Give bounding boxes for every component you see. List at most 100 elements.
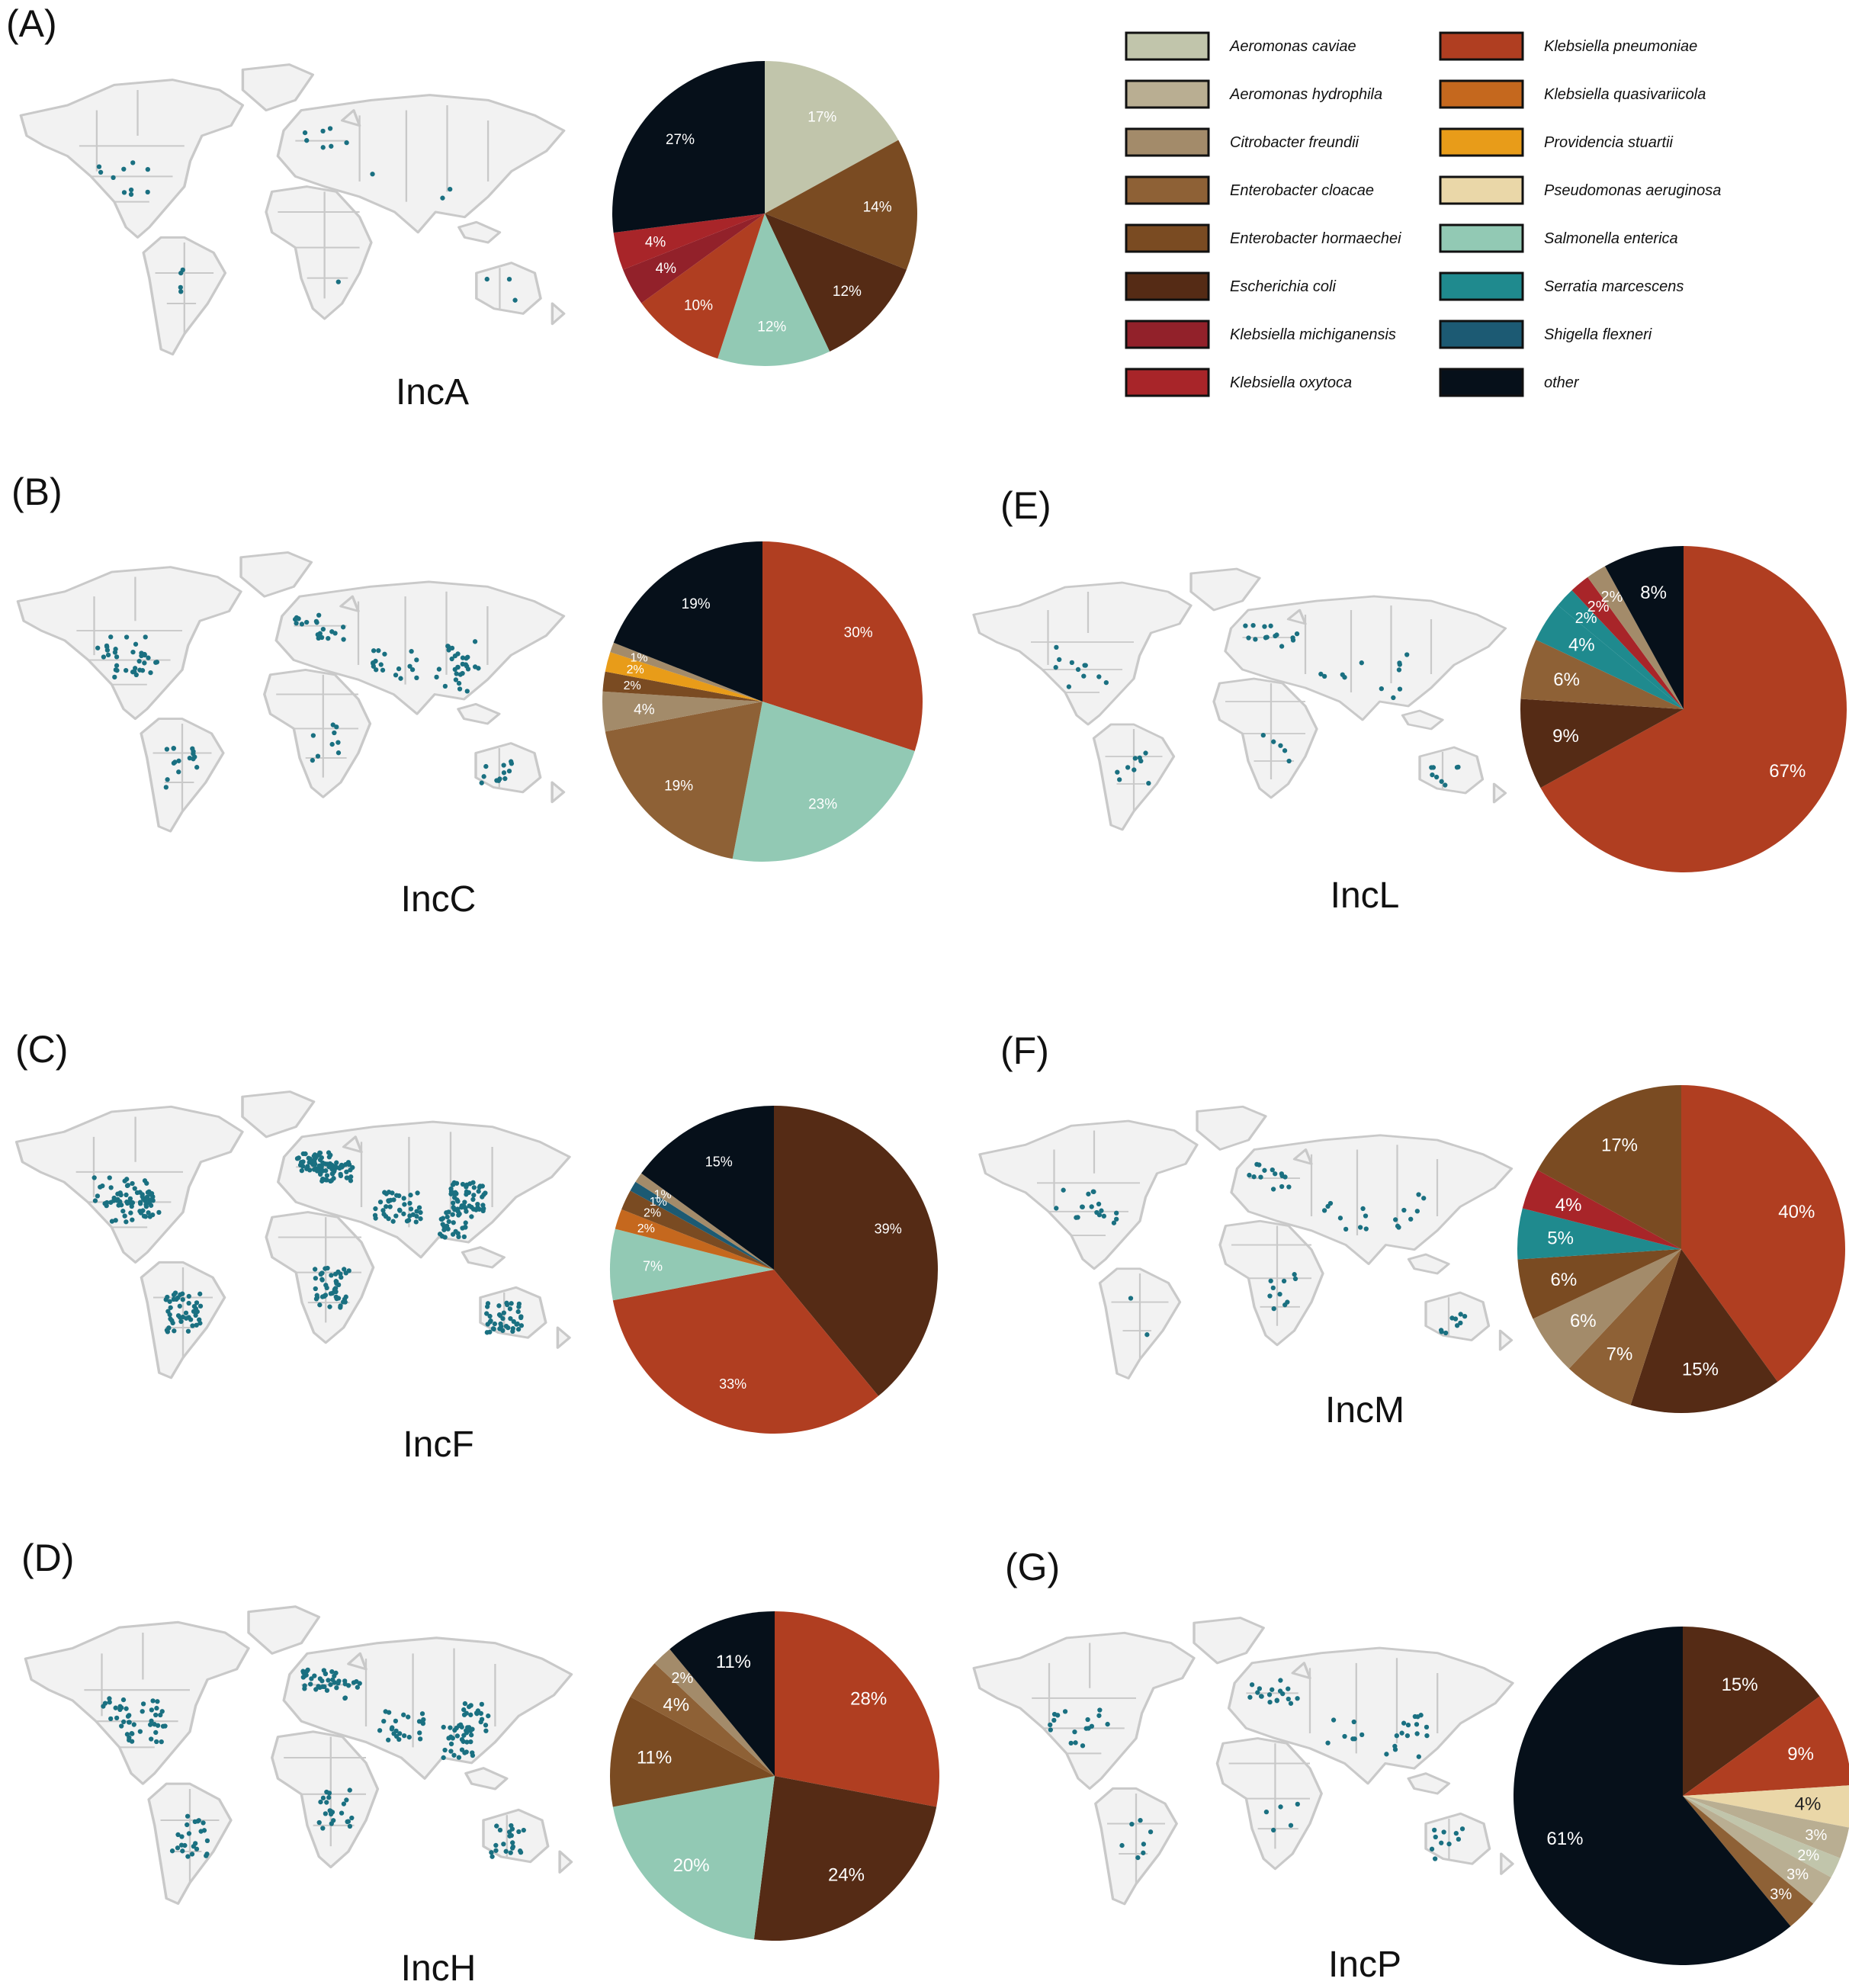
sample-dot (448, 1725, 453, 1730)
sample-dot (118, 1192, 124, 1198)
legend-swatch (1439, 31, 1524, 61)
sample-dot (334, 1280, 339, 1286)
sample-dot (452, 1727, 457, 1733)
sample-dot (342, 1299, 348, 1305)
pie-slice-label: 3% (1770, 1887, 1792, 1903)
sample-dot (414, 675, 419, 681)
sample-dot (1266, 1692, 1273, 1697)
sample-dot (121, 190, 127, 195)
sample-dot (396, 1736, 402, 1742)
sample-dot (185, 1822, 190, 1828)
sample-dot (144, 1194, 150, 1200)
legend-swatch (1439, 223, 1524, 253)
sample-dot (1270, 1167, 1275, 1173)
pie-slice-label: 27% (666, 132, 695, 148)
sample-dot (1295, 1696, 1300, 1701)
sample-dot (1257, 1686, 1263, 1691)
sample-dot (193, 1312, 198, 1318)
sample-dot (1416, 1192, 1421, 1197)
sample-dot (1394, 1733, 1399, 1739)
pie-slice (609, 1228, 774, 1301)
sample-dot (95, 1193, 101, 1199)
sample-dot (108, 1200, 114, 1205)
sample-dot (471, 1193, 477, 1198)
sample-dot (175, 1845, 181, 1851)
sample-dot (150, 1198, 156, 1203)
sample-dot (124, 1200, 130, 1205)
sample-dot (1253, 637, 1258, 642)
sample-dot (324, 1800, 329, 1805)
sample-dot (1278, 1678, 1283, 1683)
land-shape (1230, 1134, 1514, 1265)
sample-dot (463, 1220, 468, 1225)
map-title: IncC (401, 879, 477, 920)
sample-dot (311, 1167, 317, 1172)
map-title: IncH (401, 1948, 477, 1988)
sample-dot (1081, 673, 1087, 679)
sample-dot (124, 1177, 130, 1182)
sample-dot (509, 1301, 514, 1306)
legend-swatch (1125, 320, 1210, 349)
sample-dot (1405, 1722, 1411, 1728)
sample-dot (326, 1795, 332, 1800)
legend-label: other (1544, 374, 1580, 391)
sample-dot (502, 776, 508, 782)
land-shape (19, 79, 245, 239)
sample-dot (492, 1321, 498, 1327)
sample-dot (334, 1160, 339, 1165)
sample-dot (1128, 1296, 1134, 1301)
sample-dot (178, 284, 183, 291)
land-shape (1500, 1852, 1514, 1875)
sample-dot (302, 1686, 307, 1691)
sample-dot (377, 1728, 383, 1733)
sample-dot (441, 1227, 447, 1232)
pie-slice-label: 8% (1640, 583, 1667, 603)
sample-dot (191, 1304, 197, 1309)
sample-dot (119, 1723, 124, 1729)
pie-slice (654, 1649, 775, 1776)
sample-dot (1397, 686, 1403, 692)
sample-dot (1146, 780, 1151, 786)
sample-dot (1096, 1201, 1102, 1207)
sample-dot (1085, 1717, 1090, 1723)
sample-dot (139, 653, 144, 659)
sample-dot (1416, 1754, 1421, 1759)
legend-label: Enterobacter hormaechei (1230, 230, 1401, 247)
sample-dot (107, 1175, 112, 1180)
sample-dot (452, 653, 458, 659)
legend-item: Klebsiella pneumoniae (1439, 31, 1697, 61)
land-shape (1498, 1329, 1514, 1351)
world-map (16, 551, 566, 833)
pie-slice-label: 17% (1601, 1135, 1638, 1156)
sample-dot (439, 1216, 445, 1222)
sample-dot (127, 1735, 132, 1740)
pie-slice (1517, 1249, 1681, 1319)
sample-dot (381, 1718, 387, 1724)
pie-slice-label: 14% (863, 199, 892, 215)
legend-item: Serratia marcescens (1439, 271, 1684, 301)
sample-dot (484, 276, 490, 282)
sample-dot (509, 1832, 514, 1839)
sample-dot (185, 1854, 191, 1859)
sample-dot (462, 1701, 468, 1707)
sample-dot (1096, 1713, 1102, 1718)
sample-dot (1352, 1736, 1357, 1742)
sample-dot (137, 1729, 143, 1734)
sample-dot (1054, 644, 1059, 650)
sample-dot (140, 1709, 145, 1714)
sample-dot (1075, 666, 1081, 673)
sample-dot (129, 1739, 135, 1744)
sample-dot (1278, 743, 1283, 748)
pie-slice-label: 19% (682, 596, 711, 612)
pie-slice (641, 1106, 774, 1270)
land-shape (972, 581, 1193, 726)
sample-dot (115, 1196, 120, 1203)
pie-slice (1513, 1627, 1791, 1965)
legend-label: Klebsiella pneumoniae (1544, 38, 1697, 55)
sample-dot (149, 1718, 154, 1723)
land-shape (247, 1605, 321, 1655)
sample-dot (451, 1195, 457, 1200)
sample-dot (1271, 1827, 1276, 1833)
pie-slice (1683, 1785, 1849, 1828)
